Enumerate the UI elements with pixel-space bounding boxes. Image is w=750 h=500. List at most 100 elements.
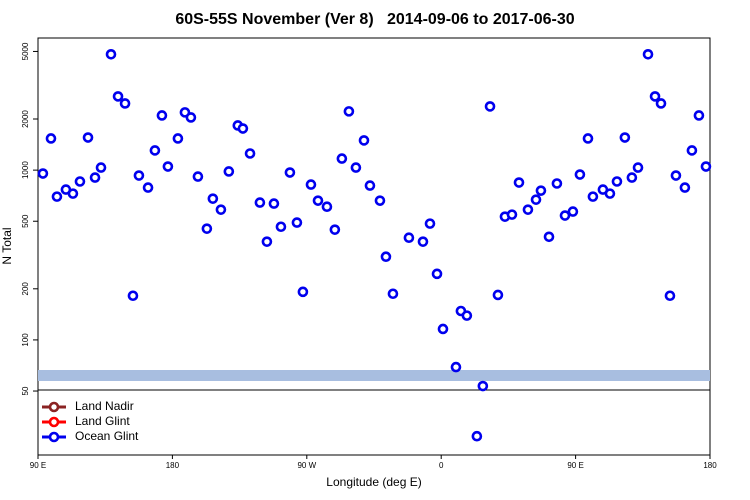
point [142, 182, 154, 193]
y-tick-label: 100 [21, 333, 30, 347]
point [567, 206, 579, 217]
point [237, 123, 249, 134]
point [649, 91, 661, 102]
point [185, 112, 197, 123]
point [551, 178, 563, 189]
point [67, 188, 79, 199]
point [655, 98, 667, 109]
point [587, 191, 599, 202]
point [82, 132, 94, 143]
point [51, 191, 63, 202]
legend-marker [48, 401, 60, 413]
point [374, 195, 386, 206]
point [506, 209, 518, 220]
point [329, 224, 341, 235]
point [632, 162, 644, 173]
point [417, 236, 429, 247]
x-axis-label: Longitude (deg E) [326, 475, 421, 489]
point [492, 289, 504, 301]
point [133, 170, 145, 181]
point [670, 170, 682, 181]
point [268, 198, 280, 209]
point [450, 361, 462, 373]
point [642, 49, 654, 60]
x-tick-label: 90 E [567, 461, 583, 470]
point [513, 177, 525, 188]
y-tick-label: 2000 [21, 110, 30, 128]
point [693, 110, 705, 121]
point [582, 133, 594, 144]
point [574, 169, 586, 180]
point [149, 145, 161, 156]
point [604, 188, 616, 199]
point [364, 180, 376, 191]
point [45, 133, 57, 144]
point [312, 195, 324, 206]
chart-title: 60S-55S November (Ver 8) 2014-09-06 to 2… [175, 11, 574, 28]
point [215, 204, 227, 215]
point [297, 286, 309, 298]
point [162, 161, 174, 172]
x-tick-label: 180 [703, 461, 717, 470]
point [619, 132, 631, 143]
point [522, 204, 534, 215]
point [284, 167, 296, 178]
point [172, 133, 184, 144]
point [686, 145, 698, 156]
point [530, 194, 542, 205]
point [119, 98, 131, 109]
y-tick-label: 5000 [21, 42, 30, 60]
point [424, 218, 436, 229]
point [336, 153, 348, 164]
y-tick-label: 500 [21, 214, 30, 228]
point [559, 210, 571, 221]
point [664, 290, 676, 302]
point [192, 171, 204, 182]
y-tick-label: 1000 [21, 161, 30, 179]
point [127, 290, 139, 302]
point [437, 323, 449, 335]
point [89, 172, 101, 183]
x-tick-label: 0 [439, 461, 444, 470]
point [275, 221, 287, 233]
point [461, 310, 473, 321]
point [201, 223, 213, 234]
point [471, 430, 483, 442]
legend-label: Ocean Glint [75, 429, 139, 443]
legend-label: Land Glint [75, 414, 130, 428]
point [95, 162, 107, 173]
point [74, 176, 86, 187]
point [223, 166, 235, 177]
plot-frame [37, 37, 711, 456]
point [254, 197, 266, 208]
point [37, 168, 49, 179]
point [700, 161, 712, 172]
point [380, 251, 392, 263]
x-tick-label: 180 [166, 461, 180, 470]
x-tick-label: 90 W [297, 461, 316, 470]
legend-marker [48, 416, 60, 428]
point [431, 268, 443, 280]
band [38, 370, 710, 381]
y-tick-label: 200 [21, 282, 30, 296]
point [358, 135, 370, 146]
point [112, 91, 124, 102]
point [105, 49, 117, 60]
point [291, 217, 303, 228]
point [403, 232, 415, 243]
y-tick-label: 50 [21, 386, 30, 395]
point [261, 236, 273, 247]
point [477, 380, 489, 392]
point [543, 231, 555, 243]
point [244, 148, 256, 159]
y-axis-label: N Total [0, 227, 14, 264]
point [484, 101, 496, 112]
point [207, 193, 219, 204]
point [343, 106, 355, 117]
point [679, 182, 691, 193]
legend-label: Land Nadir [75, 399, 134, 413]
point [611, 176, 623, 187]
point [626, 172, 638, 183]
point [387, 288, 399, 300]
